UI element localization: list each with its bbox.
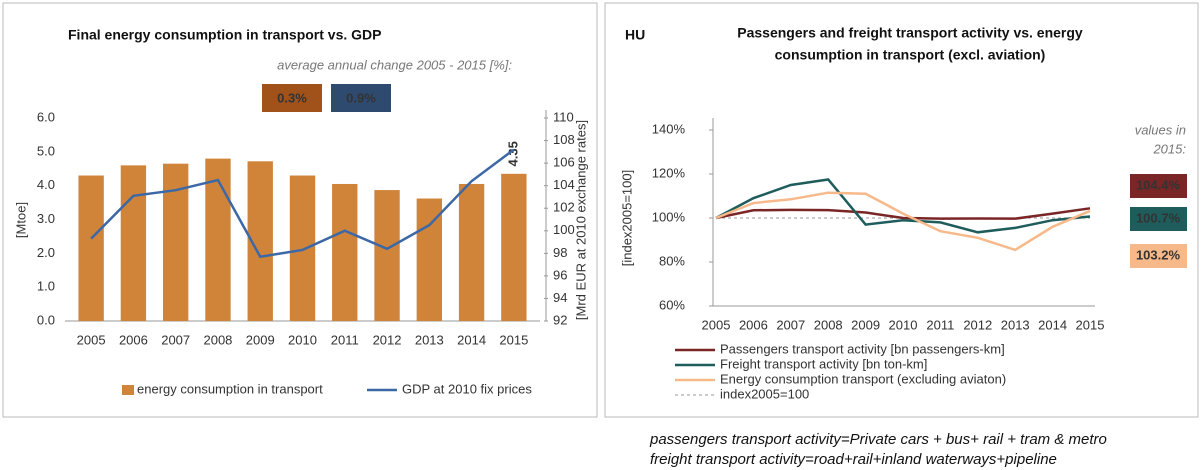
y-tick-label: 4.0 bbox=[37, 177, 55, 192]
legend-label: index2005=100 bbox=[720, 386, 809, 401]
y2-axis-label: [Mrd EUR at 2010 exchange rates] bbox=[573, 120, 588, 320]
legend-label: Freight transport activity [bn ton-km] bbox=[720, 356, 927, 371]
y-tick-label: 5.0 bbox=[37, 143, 55, 158]
x-tick-label: 2015 bbox=[1076, 317, 1105, 332]
x-tick-label: 2014 bbox=[1038, 317, 1067, 332]
x-tick-label: 2011 bbox=[331, 332, 359, 347]
x-tick-label: 2007 bbox=[161, 332, 190, 347]
footnote: freight transport activity=road+rail+inl… bbox=[650, 451, 1057, 468]
y-axis-label: [index2005=100] bbox=[619, 170, 634, 267]
y-tick-label: 1.0 bbox=[37, 279, 55, 294]
y2-tick-label: 106 bbox=[553, 155, 575, 170]
y2-tick-label: 94 bbox=[553, 290, 567, 305]
end-label: 100.7% bbox=[1136, 210, 1181, 225]
y-tick-label: 100% bbox=[652, 209, 686, 224]
bar bbox=[501, 173, 527, 321]
y2-tick-label: 102 bbox=[553, 200, 575, 215]
series-line bbox=[715, 191, 1091, 252]
end-box bbox=[1130, 244, 1187, 268]
right-panel bbox=[604, 2, 1199, 418]
x-tick-label: 2013 bbox=[415, 332, 444, 347]
y2-tick-label: 100 bbox=[553, 222, 575, 237]
gdp-line bbox=[90, 148, 515, 259]
chart-title: consumption in transport (excl. aviation… bbox=[775, 47, 1046, 63]
x-tick-label: 2006 bbox=[739, 317, 768, 332]
y-tick-label: 140% bbox=[652, 121, 686, 136]
x-tick-label: 2006 bbox=[119, 332, 148, 347]
x-tick-label: 2008 bbox=[203, 332, 232, 347]
y2-tick-label: 92 bbox=[553, 312, 567, 327]
end-box bbox=[1130, 207, 1187, 231]
x-tick-label: 2013 bbox=[1001, 317, 1030, 332]
y2-tick-label: 104 bbox=[553, 177, 575, 192]
bar bbox=[289, 175, 316, 321]
bar bbox=[78, 175, 104, 321]
bar bbox=[332, 183, 358, 321]
x-tick-label: 2005 bbox=[77, 332, 106, 347]
bar bbox=[205, 158, 231, 321]
x-tick-label: 2012 bbox=[963, 317, 992, 332]
y-axis-label: [Mtoe] bbox=[13, 202, 28, 238]
x-tick-label: 2015 bbox=[499, 332, 528, 347]
end-caption: 2015: bbox=[1152, 141, 1186, 156]
y-tick-label: 3.0 bbox=[37, 211, 55, 226]
legend-label: Energy consumption transport (excluding … bbox=[720, 371, 1006, 386]
x-tick-label: 2010 bbox=[288, 332, 317, 347]
bar bbox=[416, 198, 442, 321]
chart-title: Passengers and freight transport activit… bbox=[737, 25, 1083, 41]
subtitle: average annual change 2005 - 2015 [%]: bbox=[277, 57, 512, 72]
bar bbox=[374, 190, 400, 321]
series-line bbox=[715, 207, 1091, 220]
change-box bbox=[262, 84, 322, 112]
x-tick-label: 2007 bbox=[776, 317, 805, 332]
end-label: 104.4% bbox=[1136, 177, 1181, 192]
value-label: 4.35 bbox=[505, 141, 520, 166]
x-tick-label: 2012 bbox=[373, 332, 402, 347]
chart-title: Final energy consumption in transport vs… bbox=[68, 27, 382, 43]
x-tick-label: 2014 bbox=[457, 332, 486, 347]
y2-tick-label: 96 bbox=[553, 267, 567, 282]
region: HU bbox=[625, 27, 645, 43]
x-tick-label: 2008 bbox=[814, 317, 843, 332]
legend-swatch bbox=[122, 385, 134, 395]
change-label: 0.3% bbox=[277, 90, 307, 105]
bar bbox=[120, 165, 147, 321]
x-tick-label: 2009 bbox=[851, 317, 880, 332]
end-caption: values in bbox=[1135, 122, 1186, 137]
footnote: passengers transport activity=Private ca… bbox=[649, 431, 1107, 448]
y2-tick-label: 108 bbox=[553, 132, 575, 147]
y-tick-label: 120% bbox=[652, 165, 686, 180]
left-panel bbox=[2, 2, 598, 418]
y2-tick-label: 110 bbox=[553, 109, 574, 124]
x-tick-label: 2011 bbox=[926, 317, 954, 332]
end-label: 103.2% bbox=[1136, 247, 1181, 262]
legend-label: Passengers transport activity [bn passen… bbox=[720, 341, 1005, 356]
x-tick-label: 2009 bbox=[246, 332, 275, 347]
y-tick-label: 2.0 bbox=[37, 245, 55, 260]
series-line bbox=[715, 178, 1091, 234]
y-tick-label: 0.0 bbox=[37, 312, 55, 327]
y-tick-label: 80% bbox=[659, 253, 685, 268]
y-tick-label: 60% bbox=[659, 297, 685, 312]
x-tick-label: 2010 bbox=[889, 317, 918, 332]
legend-label: GDP at 2010 fix prices bbox=[402, 381, 532, 396]
change-box bbox=[331, 84, 391, 112]
y2-tick-label: 98 bbox=[553, 245, 567, 260]
end-box bbox=[1130, 174, 1187, 198]
legend-label: energy consumption in transport bbox=[137, 381, 323, 396]
change-label: 0.9% bbox=[346, 90, 376, 105]
y-tick-label: 6.0 bbox=[37, 109, 55, 124]
x-tick-label: 2005 bbox=[702, 317, 731, 332]
bar bbox=[458, 183, 485, 321]
